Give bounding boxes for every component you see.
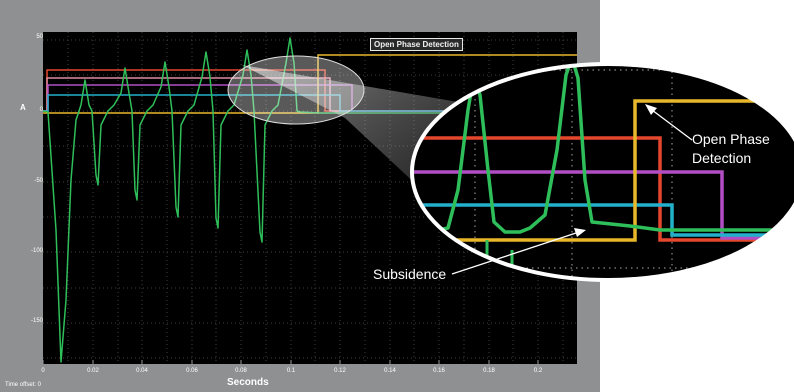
- x-axis-label: Seconds: [227, 377, 269, 388]
- zoom-cyan-signal: [412, 203, 794, 237]
- y-tick-label: -100: [30, 248, 43, 254]
- lens-rim: [410, 62, 794, 282]
- x-tick-label: 0.14: [384, 368, 396, 374]
- y-tick-label: 50: [36, 34, 43, 40]
- axis-ticks: [42, 360, 539, 364]
- time-offset-readout: Time offset: 0: [5, 382, 42, 388]
- x-tick-label: 0.04: [136, 368, 148, 374]
- x-tick-label: 0.1: [286, 368, 296, 374]
- subsidence-arrowhead: [574, 228, 586, 237]
- lens-content: [412, 64, 794, 280]
- callout-line: Detection: [692, 150, 752, 166]
- open-phase-detection-badge: Open Phase Detection: [370, 38, 463, 51]
- x-tick-label: 0.16: [433, 368, 445, 374]
- current-trace: [42, 37, 577, 363]
- x-tick-label: 0.18: [483, 368, 495, 374]
- open-phase-arrow-line: [651, 109, 693, 141]
- y-tick-label: 0: [39, 107, 43, 113]
- x-tick-label: 0.06: [186, 368, 198, 374]
- subsidence-arrow-line: [451, 232, 577, 275]
- zoom-current-trace: [412, 64, 794, 234]
- x-tick-label: 0.08: [235, 368, 247, 374]
- zoom-source-region: [227, 55, 365, 125]
- x-tick-label: 0: [41, 368, 45, 374]
- subsidence-callout: Subsidence: [373, 266, 447, 282]
- y-tick-label: -150: [30, 318, 43, 324]
- zoom-red-signal: [412, 136, 794, 242]
- callout-line: Open Phase: [692, 131, 770, 147]
- x-tick-label: 0.02: [87, 368, 99, 374]
- x-tick-label: 0.2: [533, 368, 543, 374]
- y-axis-unit: A: [20, 103, 26, 112]
- open-phase-arrowhead: [645, 104, 657, 115]
- zoom-open-phase-signal: [412, 99, 794, 242]
- x-tick-label: 0.12: [334, 368, 346, 374]
- open-phase-detection-callout: Open Phase Detection: [692, 130, 770, 168]
- y-tick-label: -50: [34, 178, 43, 184]
